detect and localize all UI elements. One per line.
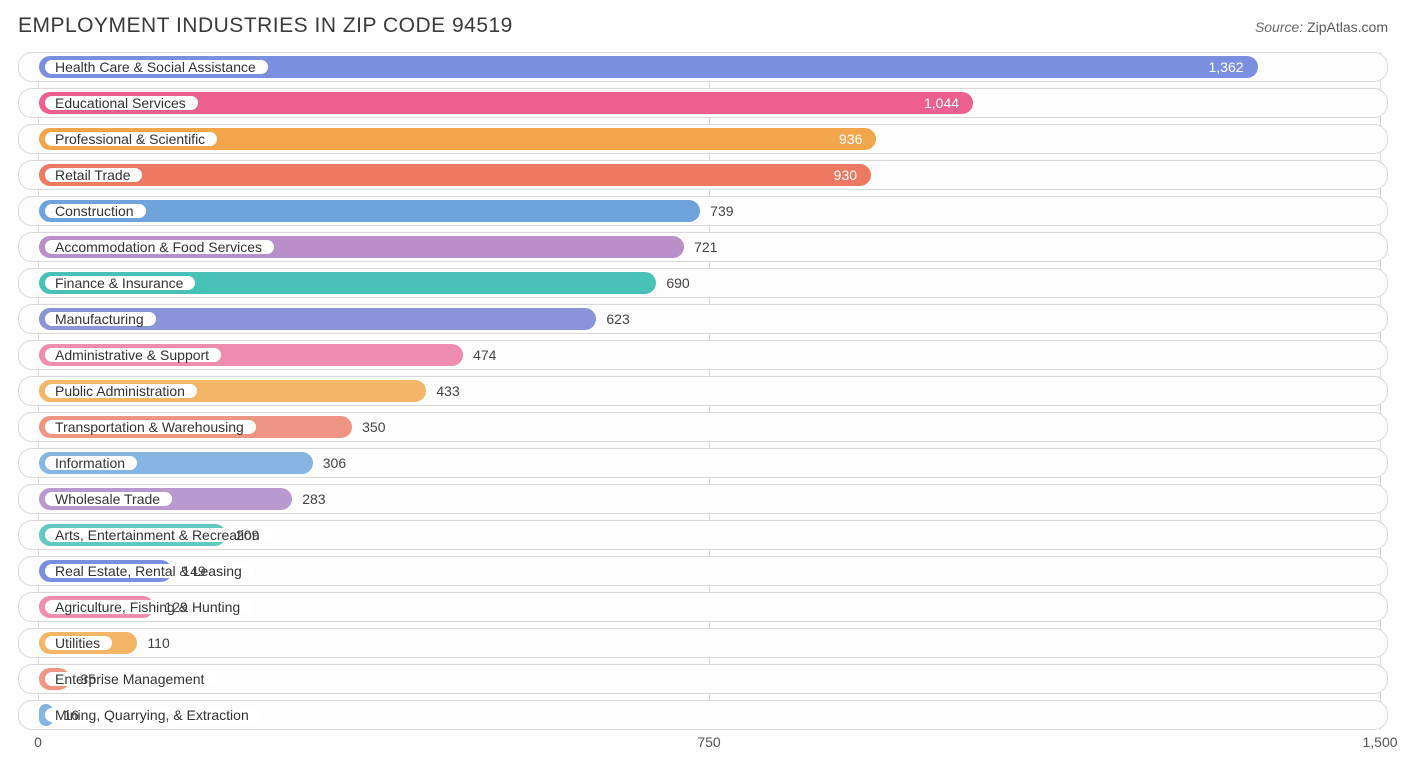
category-pill: Retail Trade xyxy=(45,168,142,182)
value-label: 149 xyxy=(182,557,205,585)
category-pill: Finance & Insurance xyxy=(45,276,195,290)
category-pill: Construction xyxy=(45,204,146,218)
bar-fill: Mining, Quarrying, & Extraction xyxy=(39,704,53,726)
x-axis-label: 0 xyxy=(34,734,42,750)
category-pill: Accommodation & Food Services xyxy=(45,240,274,254)
value-label: 1,362 xyxy=(1208,56,1243,78)
category-pill: Information xyxy=(45,456,137,470)
bar-row: Finance & Insurance 690 xyxy=(18,268,1388,298)
category-pill: Transportation & Warehousing xyxy=(45,420,256,434)
value-label: 283 xyxy=(302,485,325,513)
bar-fill: Construction xyxy=(39,200,700,222)
bar-row: Public Administration 433 xyxy=(18,376,1388,406)
bar-fill: Information xyxy=(39,452,313,474)
bar-fill: Enterprise Management xyxy=(39,668,70,690)
chart-plot-area: Health Care & Social Assistance 1,362 Educ… xyxy=(18,52,1388,730)
bar-fill: Retail Trade 930 xyxy=(39,164,871,186)
category-pill: Enterprise Management xyxy=(45,672,216,686)
bar-row: Mining, Quarrying, & Extraction 16 xyxy=(18,700,1388,730)
x-axis: 07501,500 xyxy=(18,732,1388,754)
value-label: 129 xyxy=(164,593,187,621)
bar-fill: Wholesale Trade xyxy=(39,488,292,510)
value-label: 721 xyxy=(694,233,717,261)
bar-row: Wholesale Trade 283 xyxy=(18,484,1388,514)
value-label: 623 xyxy=(606,305,629,333)
category-pill: Agriculture, Fishing & Hunting xyxy=(45,600,252,614)
bar-row: Information 306 xyxy=(18,448,1388,478)
bar-fill: Arts, Entertainment & Recreation xyxy=(39,524,226,546)
value-label: 930 xyxy=(834,164,857,186)
bar-row: Construction 739 xyxy=(18,196,1388,226)
value-label: 739 xyxy=(710,197,733,225)
bar-fill: Finance & Insurance xyxy=(39,272,656,294)
category-pill: Manufacturing xyxy=(45,312,156,326)
chart-source: Source: ZipAtlas.com xyxy=(1255,19,1388,35)
bar-row: Utilities 110 xyxy=(18,628,1388,658)
value-label: 16 xyxy=(63,701,79,729)
bar-row: Administrative & Support 474 xyxy=(18,340,1388,370)
bar-row: Agriculture, Fishing & Hunting129 xyxy=(18,592,1388,622)
category-pill: Public Administration xyxy=(45,384,197,398)
chart-title: EMPLOYMENT INDUSTRIES IN ZIP CODE 94519 xyxy=(18,14,513,38)
value-label: 433 xyxy=(436,377,459,405)
category-pill: Educational Services xyxy=(45,96,198,110)
bar-row: Real Estate, Rental & Leasing149 xyxy=(18,556,1388,586)
bar-row: Arts, Entertainment & Recreation 209 xyxy=(18,520,1388,550)
category-pill: Wholesale Trade xyxy=(45,492,172,506)
value-label: 350 xyxy=(362,413,385,441)
bar-row: Accommodation & Food Services 721 xyxy=(18,232,1388,262)
value-label: 1,044 xyxy=(924,92,959,114)
category-pill: Administrative & Support xyxy=(45,348,221,362)
bar-fill: Public Administration xyxy=(39,380,426,402)
category-pill: Health Care & Social Assistance xyxy=(45,60,268,74)
bar-fill: Transportation & Warehousing xyxy=(39,416,352,438)
category-pill: Professional & Scientific xyxy=(45,132,217,146)
bar-fill: Health Care & Social Assistance 1,362 xyxy=(39,56,1258,78)
value-label: 690 xyxy=(666,269,689,297)
bar-row: Transportation & Warehousing 350 xyxy=(18,412,1388,442)
bar-row: Professional & Scientific 936 xyxy=(18,124,1388,154)
source-label: Source: xyxy=(1255,19,1303,35)
value-label: 474 xyxy=(473,341,496,369)
value-label: 306 xyxy=(323,449,346,477)
bar-fill: Manufacturing xyxy=(39,308,596,330)
category-pill: Real Estate, Rental & Leasing xyxy=(45,564,254,578)
bar-fill: Utilities xyxy=(39,632,137,654)
bar-fill: Real Estate, Rental & Leasing xyxy=(39,560,172,582)
x-axis-label: 1,500 xyxy=(1362,734,1397,750)
bar-row: Enterprise Management35 xyxy=(18,664,1388,694)
value-label: 209 xyxy=(236,521,259,549)
bar-row: Retail Trade 930 xyxy=(18,160,1388,190)
bar-row: Educational Services 1,044 xyxy=(18,88,1388,118)
value-label: 35 xyxy=(80,665,96,693)
bar-row: Health Care & Social Assistance 1,362 xyxy=(18,52,1388,82)
bar-fill: Accommodation & Food Services xyxy=(39,236,684,258)
category-pill: Utilities xyxy=(45,636,112,650)
value-label: 110 xyxy=(147,629,169,657)
bar-row: Manufacturing 623 xyxy=(18,304,1388,334)
source-value: ZipAtlas.com xyxy=(1307,19,1388,35)
bar-chart: Health Care & Social Assistance 1,362 Educ… xyxy=(18,52,1388,754)
chart-header: EMPLOYMENT INDUSTRIES IN ZIP CODE 94519 … xyxy=(18,14,1388,38)
bar-fill: Educational Services 1,044 xyxy=(39,92,973,114)
value-label: 936 xyxy=(839,128,862,150)
bar-fill: Agriculture, Fishing & Hunting xyxy=(39,596,154,618)
bar-fill: Professional & Scientific 936 xyxy=(39,128,876,150)
bar-fill: Administrative & Support xyxy=(39,344,463,366)
x-axis-label: 750 xyxy=(697,734,720,750)
